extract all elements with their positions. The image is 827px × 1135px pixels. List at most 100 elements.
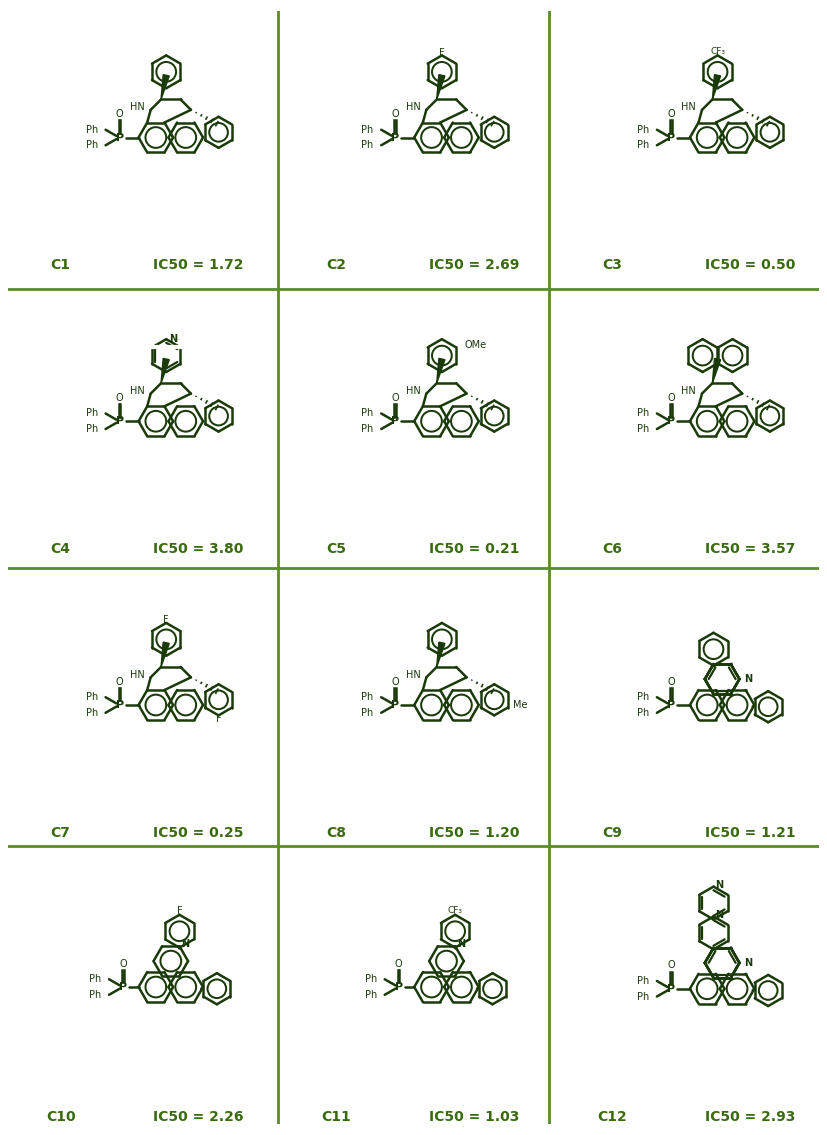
Text: IC50 = 3.57: IC50 = 3.57	[705, 543, 795, 556]
Text: HN: HN	[681, 102, 696, 112]
Text: Ph: Ph	[85, 125, 98, 135]
Text: Ph: Ph	[637, 976, 649, 986]
Text: Ph: Ph	[637, 992, 649, 1001]
Text: O: O	[391, 109, 399, 119]
Text: Ph: Ph	[89, 974, 101, 984]
Text: O: O	[394, 959, 403, 968]
Text: HN: HN	[405, 670, 420, 680]
Polygon shape	[161, 359, 170, 384]
Text: Ph: Ph	[361, 424, 374, 434]
Text: P: P	[116, 133, 123, 143]
Text: P: P	[667, 984, 675, 994]
Text: HN: HN	[130, 670, 145, 680]
Text: CF₃: CF₃	[710, 48, 725, 57]
Text: O: O	[391, 393, 399, 403]
Text: P: P	[116, 417, 123, 427]
Text: O: O	[667, 109, 675, 119]
Text: IC50 = 2.26: IC50 = 2.26	[153, 1110, 244, 1124]
Text: Ph: Ph	[85, 708, 98, 717]
Text: HN: HN	[130, 386, 145, 396]
Text: C6: C6	[602, 543, 622, 556]
Text: P: P	[667, 417, 675, 427]
Text: P: P	[116, 700, 123, 711]
Text: C12: C12	[597, 1110, 627, 1124]
Text: Ph: Ph	[361, 692, 374, 703]
Text: O: O	[667, 393, 675, 403]
Text: Ph: Ph	[361, 708, 374, 717]
Polygon shape	[437, 75, 445, 100]
Text: F: F	[439, 48, 445, 58]
Text: P: P	[119, 982, 127, 992]
Text: C11: C11	[322, 1110, 351, 1124]
Text: N: N	[715, 880, 724, 890]
Text: IC50 = 1.20: IC50 = 1.20	[429, 826, 519, 840]
Text: P: P	[391, 700, 399, 711]
Text: CF₃: CF₃	[447, 906, 462, 915]
Text: Ph: Ph	[85, 424, 98, 434]
Text: Ph: Ph	[637, 692, 649, 703]
Text: P: P	[391, 417, 399, 427]
Text: Ph: Ph	[637, 141, 649, 150]
Text: F: F	[164, 615, 169, 625]
Text: Ph: Ph	[365, 990, 377, 1000]
Text: O: O	[116, 393, 123, 403]
Text: HN: HN	[405, 102, 420, 112]
Text: IC50 = 3.80: IC50 = 3.80	[153, 543, 244, 556]
Text: Ph: Ph	[637, 424, 649, 434]
Text: Ph: Ph	[365, 974, 377, 984]
Text: O: O	[119, 959, 127, 968]
Text: C8: C8	[327, 826, 347, 840]
Text: IC50 = 1.72: IC50 = 1.72	[153, 259, 244, 272]
Polygon shape	[712, 75, 720, 100]
Polygon shape	[712, 359, 720, 384]
Text: C10: C10	[45, 1110, 75, 1124]
Text: Ph: Ph	[85, 409, 98, 419]
Text: Ph: Ph	[637, 125, 649, 135]
Text: Me: Me	[514, 700, 528, 711]
Text: P: P	[394, 982, 403, 992]
Polygon shape	[161, 642, 170, 667]
Text: IC50 = 0.21: IC50 = 0.21	[429, 543, 519, 556]
Text: HN: HN	[130, 102, 145, 112]
Text: IC50 = 1.21: IC50 = 1.21	[705, 826, 795, 840]
Text: Ph: Ph	[85, 141, 98, 150]
Text: O: O	[116, 676, 123, 687]
Text: C2: C2	[327, 259, 347, 272]
Text: C1: C1	[50, 259, 70, 272]
Text: N: N	[169, 334, 177, 344]
Text: N: N	[715, 910, 724, 919]
Polygon shape	[437, 359, 445, 384]
Text: P: P	[391, 133, 399, 143]
Text: N: N	[743, 674, 752, 684]
Text: Ph: Ph	[637, 708, 649, 717]
Text: OMe: OMe	[464, 340, 486, 351]
Text: F: F	[177, 907, 182, 916]
Text: IC50 = 2.69: IC50 = 2.69	[429, 259, 519, 272]
Text: Ph: Ph	[361, 125, 374, 135]
Text: P: P	[667, 133, 675, 143]
Text: IC50 = 1.03: IC50 = 1.03	[429, 1110, 519, 1124]
Text: IC50 = 0.25: IC50 = 0.25	[153, 826, 244, 840]
Polygon shape	[437, 642, 445, 667]
Text: C4: C4	[50, 543, 70, 556]
Text: Ph: Ph	[85, 692, 98, 703]
Text: O: O	[391, 676, 399, 687]
Text: N: N	[181, 940, 189, 949]
Text: C9: C9	[602, 826, 622, 840]
Text: Ph: Ph	[361, 409, 374, 419]
Text: O: O	[667, 960, 675, 970]
Text: HN: HN	[405, 386, 420, 396]
Text: IC50 = 2.93: IC50 = 2.93	[705, 1110, 795, 1124]
Text: F: F	[216, 714, 222, 724]
Text: C7: C7	[50, 826, 70, 840]
Text: HN: HN	[681, 386, 696, 396]
Polygon shape	[161, 75, 170, 100]
Text: Ph: Ph	[361, 141, 374, 150]
Text: Ph: Ph	[89, 990, 101, 1000]
Text: N: N	[457, 940, 465, 949]
Text: P: P	[667, 700, 675, 711]
Text: O: O	[116, 109, 123, 119]
Text: C3: C3	[602, 259, 622, 272]
Text: Ph: Ph	[637, 409, 649, 419]
Text: N: N	[743, 958, 752, 968]
